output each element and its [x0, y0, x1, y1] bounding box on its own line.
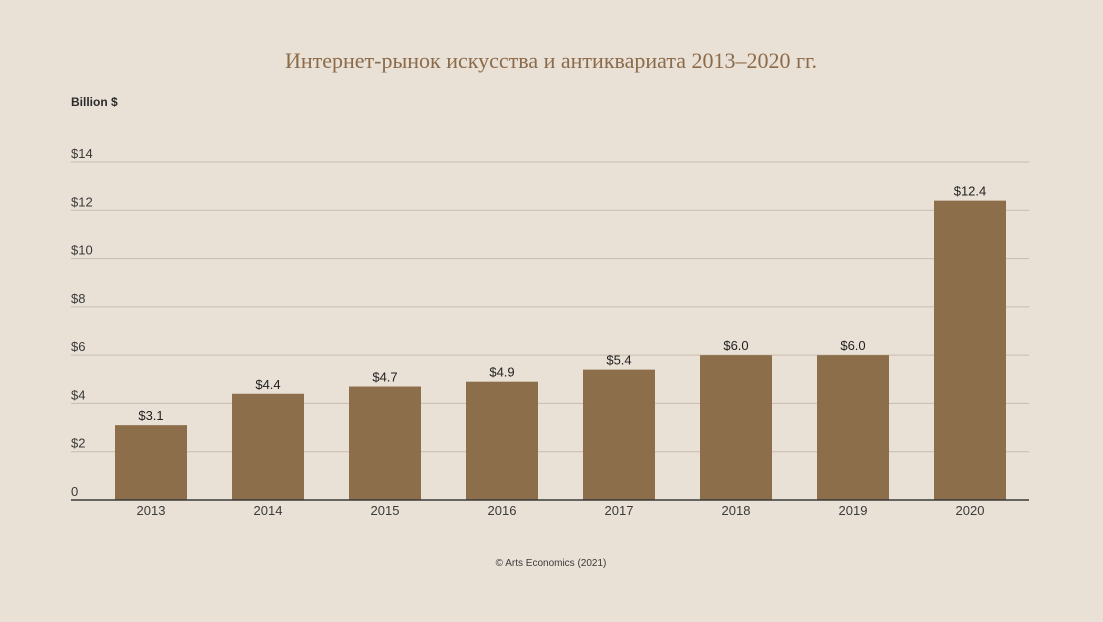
x-tick-label: 2019 [839, 503, 868, 518]
data-labels: $3.1 $4.4 $4.7 $4.9 $5.4 $6.0 $6.0 $12.4 [138, 184, 986, 424]
x-tick-label: 2016 [488, 503, 517, 518]
bar [115, 425, 187, 500]
data-label: $5.4 [606, 353, 631, 368]
y-tick-label: $4 [71, 387, 85, 402]
bar [583, 369, 655, 500]
y-tick-label: $12 [71, 194, 93, 209]
x-tick-label: 2018 [722, 503, 751, 518]
chart-title: Интернет-рынок искусства и антиквариата … [285, 48, 817, 73]
data-label: $4.7 [372, 370, 397, 385]
bar [466, 381, 538, 500]
bar [349, 386, 421, 500]
data-label: $6.0 [723, 338, 748, 353]
bar [232, 393, 304, 500]
y-axis-ticks: 0 $2 $4 $6 $8 $10 $12 $14 [71, 146, 93, 499]
data-label: $12.4 [954, 184, 987, 199]
x-axis-ticks: 2013 2014 2015 2016 2017 2018 2019 2020 [137, 503, 985, 518]
x-tick-label: 2014 [254, 503, 283, 518]
y-tick-label: $8 [71, 291, 85, 306]
bar [700, 355, 772, 500]
x-tick-label: 2020 [956, 503, 985, 518]
y-tick-label: $2 [71, 436, 85, 451]
y-tick-label: $14 [71, 146, 93, 161]
gridlines [71, 161, 1029, 453]
y-tick-label: $10 [71, 243, 93, 258]
source-note: © Arts Economics (2021) [496, 558, 607, 569]
data-label: $4.4 [255, 377, 280, 392]
data-label: $3.1 [138, 408, 163, 423]
bar [817, 355, 889, 500]
x-tick-label: 2015 [371, 503, 400, 518]
bars [115, 200, 1006, 500]
y-tick-label: 0 [71, 484, 78, 499]
x-tick-label: 2017 [605, 503, 634, 518]
y-axis-unit-label: Billion $ [71, 95, 118, 109]
x-tick-label: 2013 [137, 503, 166, 518]
bar [934, 200, 1006, 500]
data-label: $4.9 [489, 365, 514, 380]
y-tick-label: $6 [71, 339, 85, 354]
data-label: $6.0 [840, 338, 865, 353]
